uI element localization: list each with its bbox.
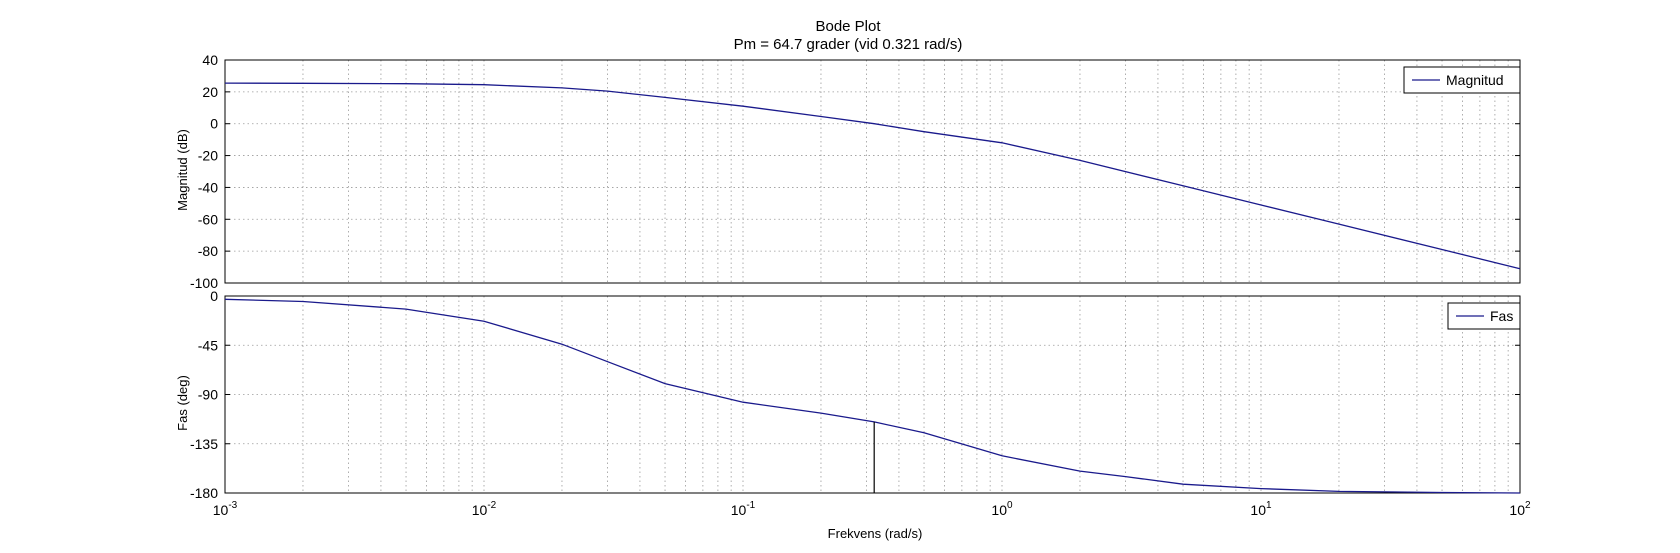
magnitude-ytick-label: 40 [202,52,218,68]
magnitude-ytick-label: -40 [198,179,218,195]
phase-xtick-label: 100 [991,500,1013,518]
magnitude-ytick-label: -100 [190,275,218,291]
magnitude-ytick-label: -20 [198,148,218,164]
phase-ytick-label: 0 [210,288,218,304]
phase-xtick-label: 10-3 [213,500,238,518]
magnitude-series-line [224,82,1521,270]
frequency-xlabel: Frekvens (rad/s) [828,526,923,541]
magnitude-axes-frame [224,59,1521,284]
phase-series-line [224,298,1521,494]
chart-title: Bode Plot [815,18,881,35]
magnitude-axes: 40 20 0 -20 -40 -60 -80 -100 [190,52,1521,291]
chart-subtitle: Pm = 64.7 grader (vid 0.321 rad/s) [734,36,963,53]
magnitude-ytick-label: 0 [210,116,218,132]
phase-ylabel: Fas (deg) [175,375,190,431]
phase-xtick-label: 10-1 [731,500,756,518]
phase-axes-frame [224,295,1521,494]
magnitude-legend-label: Magnitud [1446,72,1504,88]
phase-xtick-label: 101 [1250,500,1272,518]
phase-ytick-label: -45 [198,337,218,353]
phase-ytick-label: -135 [190,436,218,452]
magnitude-ytick-label: -60 [198,211,218,227]
magnitude-ytick-label: 20 [202,84,218,100]
phase-legend: Fas [1447,302,1521,330]
magnitude-legend: Magnitud [1403,66,1521,94]
phase-legend-label: Fas [1490,308,1513,324]
phase-ytick-label: -90 [198,387,218,403]
magnitude-ytick-label: -80 [198,243,218,259]
phase-ytick-label: -180 [190,485,218,501]
magnitude-ylabel: Magnitud (dB) [175,129,190,211]
phase-xtick-label: 102 [1509,500,1531,518]
phase-xtick-label: 10-2 [472,500,497,518]
